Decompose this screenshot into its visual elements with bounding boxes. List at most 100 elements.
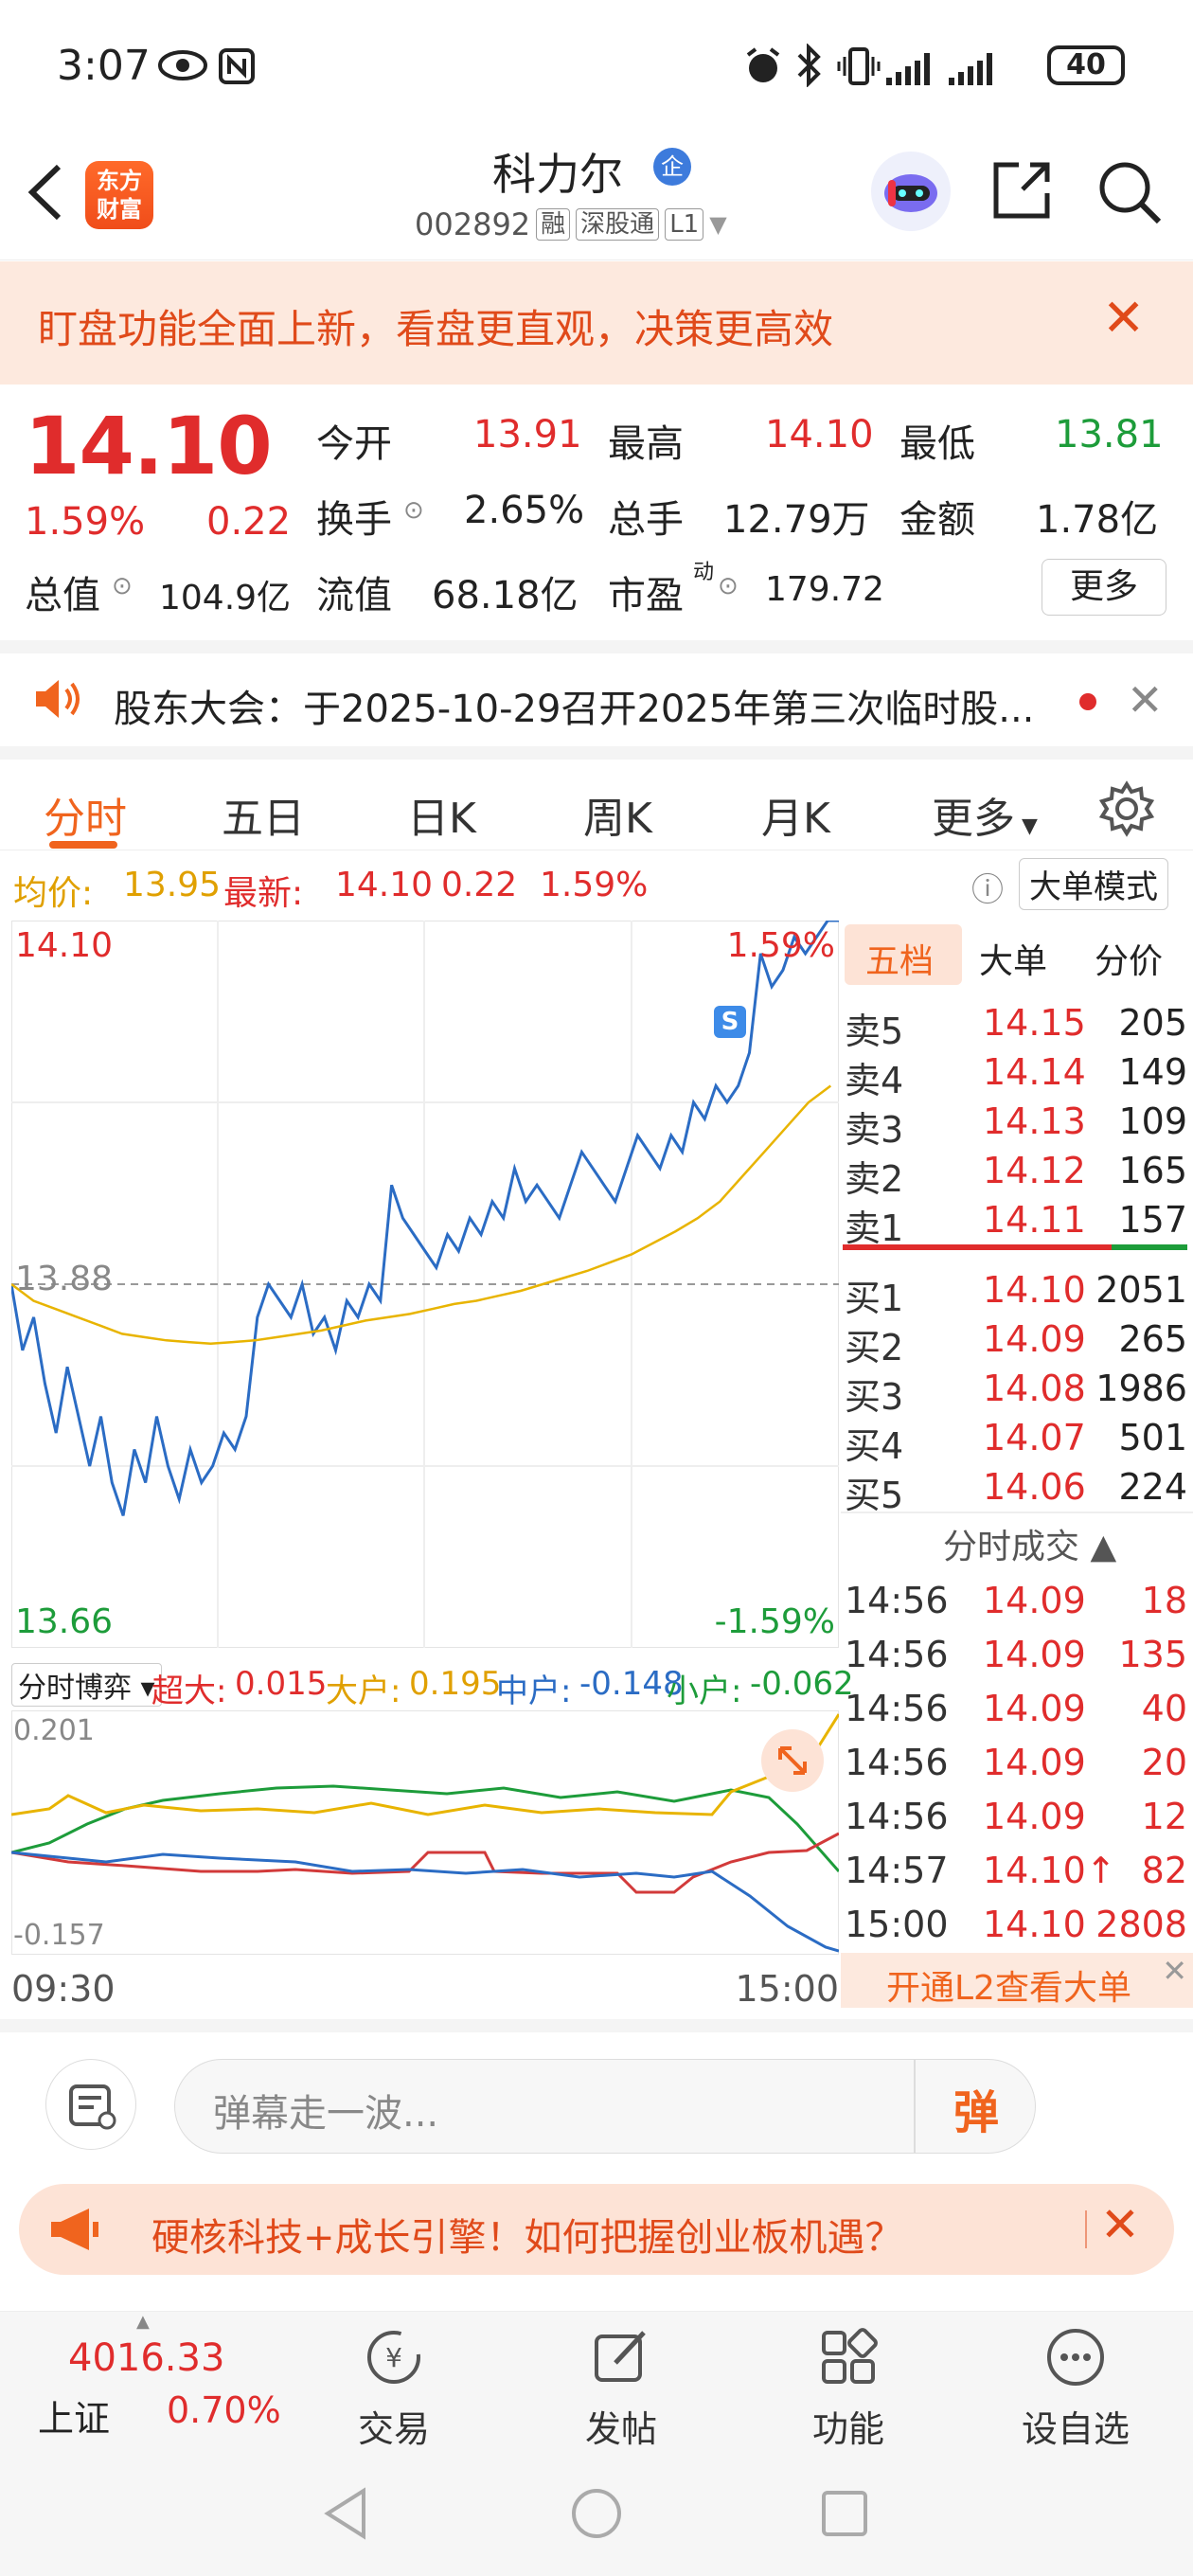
ask-label: 卖3 — [845, 1109, 904, 1151]
divider — [1085, 2210, 1087, 2248]
dropdown-icon[interactable]: ▼ — [709, 211, 727, 238]
ask-volume: 157 — [1118, 1199, 1187, 1241]
promo-banner[interactable]: 硬核科技+成长引擎！如何把握创业板机遇？ ✕ — [19, 2184, 1174, 2275]
trade-row: 14:56 14.09 135 — [841, 1628, 1193, 1677]
bid-label: 买5 — [845, 1475, 904, 1516]
fund-flow-chart[interactable]: 0.201 -0.157 — [10, 1709, 841, 1956]
bid-row: 买2 14.09 265 — [841, 1313, 1193, 1368]
nav-functions-label: 功能 — [811, 2408, 884, 2450]
ask-row: 卖5 14.15 205 — [841, 996, 1193, 1052]
announcement-text: 股东大会：于2025-10-29召开2025年第三次临时股... — [114, 688, 1035, 731]
time-start: 09:30 — [11, 1968, 116, 2010]
trade-price: 14.10 — [983, 1904, 1086, 1945]
flow-y-bottom: -0.157 — [13, 1919, 105, 1952]
trades-header[interactable]: 分时成交 ▲ — [943, 1528, 1117, 1566]
tab-intraday[interactable]: 分时 — [44, 795, 127, 843]
ask-row: 卖4 14.14 149 — [841, 1046, 1193, 1101]
change-amt: 0.22 — [206, 500, 292, 544]
pct-bottom-label: -1.59% — [714, 1602, 835, 1641]
tab-day-k[interactable]: 日K — [407, 795, 476, 843]
trade-row: 14:56 14.09 18 — [841, 1574, 1193, 1623]
latest-value: 14.10 — [335, 866, 434, 904]
sys-home-icon[interactable] — [570, 2487, 623, 2544]
back-icon[interactable] — [23, 161, 68, 227]
price-line — [9, 919, 839, 1516]
index-ticker[interactable]: ▲ 4016.33 上证 0.70% — [0, 2312, 281, 2454]
fund-flow-selector[interactable]: 分时博弈 ▾ — [11, 1663, 162, 1707]
bid-price: 14.10 — [983, 1269, 1086, 1311]
large-label: 大户: — [326, 1673, 401, 1710]
l2-upsell[interactable]: 开通L2查看大单 ✕ — [841, 1953, 1193, 2008]
signal-s-marker[interactable]: S — [714, 1006, 746, 1038]
ask-price: 14.12 — [983, 1150, 1086, 1191]
danmu-input[interactable]: 弹幕走一波... 弹 — [174, 2059, 1036, 2154]
expand-icon[interactable] — [761, 1729, 824, 1792]
ob-tab-price-dist[interactable]: 分价 — [1095, 942, 1164, 981]
share-icon[interactable] — [990, 159, 1053, 225]
info-icon[interactable]: ⊙ — [718, 572, 739, 600]
info-icon[interactable]: ⊙ — [112, 572, 133, 600]
danmu-send-button[interactable]: 弹 — [953, 2086, 1000, 2139]
trade-time: 14:56 — [845, 1580, 949, 1621]
l2-close-icon[interactable]: ✕ — [1162, 1953, 1187, 1989]
bid-volume: 265 — [1118, 1318, 1187, 1360]
trade-time: 14:56 — [845, 1742, 949, 1783]
tab-five-day[interactable]: 五日 — [222, 795, 305, 843]
tab-month-k[interactable]: 月K — [761, 795, 830, 843]
sys-recents-icon[interactable] — [820, 2489, 869, 2542]
search-icon[interactable] — [1096, 159, 1163, 229]
intraday-chart[interactable]: 14.10 13.88 13.66 1.59% -1.59% S — [9, 919, 840, 1649]
trade-time: 14:57 — [845, 1850, 949, 1891]
pe-value: 179.72 — [765, 570, 884, 609]
more-button[interactable]: 更多 — [1042, 559, 1166, 616]
ask-label: 卖2 — [845, 1158, 904, 1200]
big-order-mode-button[interactable]: 大单模式 — [1019, 858, 1168, 910]
sys-back-icon[interactable] — [322, 2487, 369, 2544]
ask-price: 14.11 — [983, 1199, 1086, 1241]
tab-more[interactable]: 更多 ▼ — [932, 795, 1038, 843]
ask-volume: 165 — [1118, 1150, 1187, 1191]
trade-time: 14:56 — [845, 1688, 949, 1729]
announcement-bar[interactable]: 股东大会：于2025-10-29召开2025年第三次临时股... ✕ — [0, 640, 1193, 746]
trade-icon: ¥ — [367, 2331, 420, 2384]
stock-code-line: 002892 融 深股通 L1 ▼ — [415, 206, 727, 242]
nav-add-watchlist[interactable]: 设自选 — [1009, 2323, 1142, 2452]
open-value: 13.91 — [473, 413, 582, 456]
bid-volume: 224 — [1118, 1466, 1187, 1508]
bid-row: 买5 14.06 224 — [841, 1460, 1193, 1516]
nav-trade[interactable]: ¥ 交易 — [328, 2323, 460, 2452]
status-bar: 3:07 40 — [0, 0, 1193, 133]
ob-tab-big-orders[interactable]: 大单 — [979, 942, 1048, 981]
amount-value: 1.78亿 — [1036, 498, 1159, 542]
feature-banner[interactable]: 盯盘功能全面上新，看盘更直观，决策更高效 ✕ — [0, 261, 1193, 385]
bid-volume: 1986 — [1095, 1368, 1187, 1409]
bid-label: 买3 — [845, 1376, 904, 1418]
help-icon[interactable]: ⓘ — [971, 871, 1004, 909]
bid-ask-ratio-bar — [843, 1244, 1187, 1250]
nav-functions[interactable]: 功能 — [782, 2323, 915, 2452]
nav-post-label: 发帖 — [584, 2408, 657, 2450]
index-name: 上证 — [38, 2398, 111, 2440]
trade-volume: 82 — [1141, 1850, 1187, 1891]
announcement-close-icon[interactable]: ✕ — [1127, 674, 1164, 725]
gear-icon[interactable] — [1098, 780, 1155, 841]
danmu-settings-icon[interactable] — [45, 2059, 136, 2150]
nav-post[interactable]: 发帖 — [555, 2323, 687, 2452]
latest-label: 最新: — [223, 874, 304, 913]
bid-volume: 501 — [1118, 1417, 1187, 1458]
float-value: 68.18亿 — [432, 574, 579, 617]
banner-close-icon[interactable]: ✕ — [1102, 288, 1146, 348]
tab-week-k[interactable]: 周K — [583, 795, 652, 843]
vibrate-icon — [837, 47, 881, 89]
robot-assistant-icon[interactable] — [871, 152, 951, 231]
ask-row: 卖3 14.13 109 — [841, 1095, 1193, 1151]
divider — [914, 2060, 916, 2153]
ask-volume: 149 — [1118, 1051, 1187, 1093]
ob-tab-five-levels[interactable]: 五档 — [865, 942, 935, 981]
trade-row: 14:56 14.09 20 — [841, 1736, 1193, 1785]
system-nav-bar — [0, 2453, 1193, 2576]
bid-label: 买4 — [845, 1425, 904, 1467]
info-icon[interactable]: ⊙ — [403, 496, 424, 525]
volume-value: 12.79万 — [723, 498, 870, 542]
promo-close-icon[interactable]: ✕ — [1100, 2197, 1140, 2252]
